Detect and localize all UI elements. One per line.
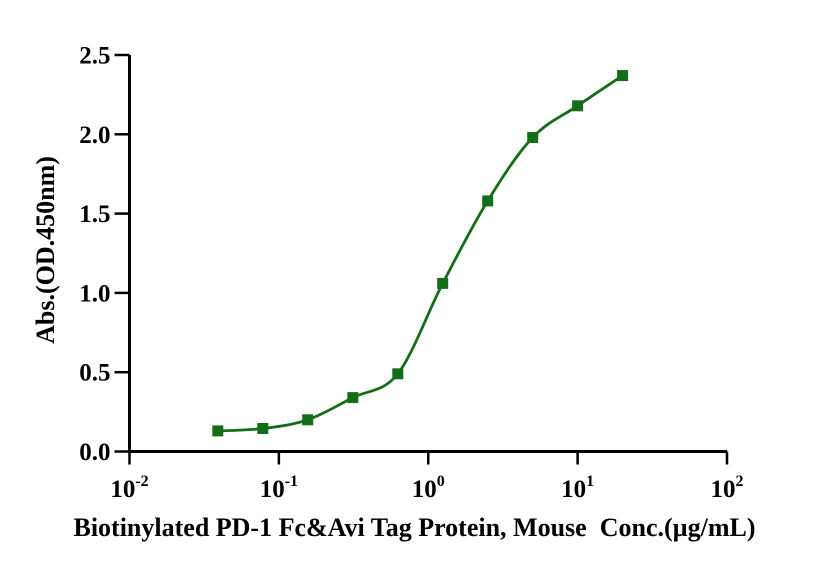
- data-point: [302, 414, 314, 426]
- y-tick-label: 1.5: [79, 201, 110, 228]
- y-tick-label: 1.0: [79, 280, 110, 307]
- y-tick-label: 2.5: [79, 43, 110, 70]
- data-point: [257, 423, 269, 434]
- x-tick-label: 10-1: [260, 473, 298, 503]
- y-tick-label: 2.0: [79, 122, 110, 149]
- x-tick-label: 102: [711, 473, 744, 503]
- x-tick-label: 101: [561, 473, 594, 503]
- data-point: [527, 132, 539, 143]
- y-tick-label: 0.5: [79, 360, 110, 387]
- x-tick-label: 10-2: [110, 473, 148, 503]
- data-point: [482, 195, 494, 207]
- x-tick-label: 100: [412, 473, 445, 503]
- data-point: [212, 425, 224, 437]
- x-axis-title: Biotinylated PD-1 Fc&Avi Tag Protein, Mo…: [73, 513, 756, 542]
- y-axis-title: Abs.(OD.450nm): [31, 156, 60, 344]
- data-point: [437, 277, 449, 289]
- fit-curve: [216, 74, 624, 433]
- data-point: [572, 100, 584, 112]
- axes-spine: [128, 55, 727, 453]
- data-point: [392, 368, 404, 380]
- data-point: [617, 70, 629, 82]
- data-point: [347, 392, 359, 404]
- y-tick-label: 0.0: [79, 439, 110, 466]
